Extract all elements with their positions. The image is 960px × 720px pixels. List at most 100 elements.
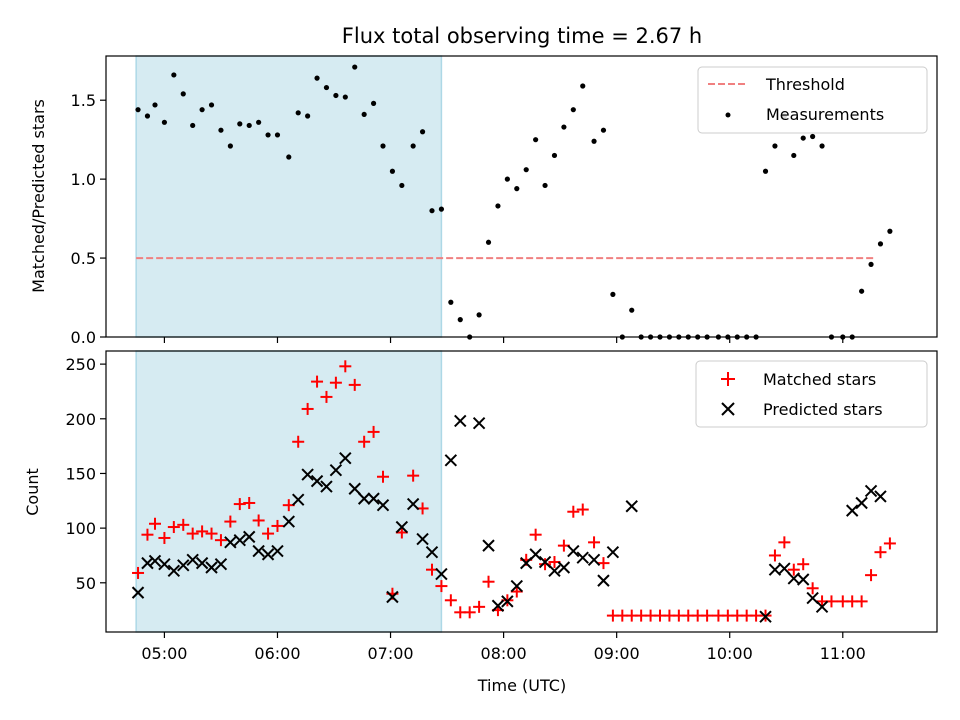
predicted-star-point [510,579,523,593]
predicted-star-point [587,553,601,567]
matched-star-point [701,609,714,622]
predicted-star-point [195,556,209,570]
predicted-star-point [797,573,810,586]
threshold-legend-label: Threshold [765,75,845,94]
predicted-star-point [301,468,314,481]
measurement-point [265,132,271,138]
predicted-star-point [472,416,486,430]
predicted-star-point [141,556,154,570]
matched-star-point [224,515,237,528]
matched-star-point [339,360,352,373]
predicted-star-point [386,590,399,604]
predicted-star-point [759,610,772,623]
matched-star-point [329,376,342,389]
bottom-y-tick-label: 200 [65,410,96,429]
predicted-star-point [864,484,878,498]
measurement-point [161,119,168,125]
observing-span-bottom [135,350,443,633]
measurement-point [629,307,635,313]
predicted-star-point [186,553,199,567]
matched-star-point [177,518,190,531]
matched-star-point [883,537,896,550]
matched-star-point [377,470,389,483]
measurement-point [370,100,377,106]
predicted-star-point [815,600,829,614]
measurements-legend-marker [725,112,731,118]
matched-star-point [141,528,154,541]
measurement-point [144,113,151,119]
matched-star-point [444,594,457,607]
matched-star-point [348,378,361,391]
matched-star-point [463,606,476,619]
matched-star-point [148,517,161,530]
predicted-star-point [167,564,181,577]
measurement-point [791,152,797,159]
measurement-point [323,84,330,91]
predicted-star-point [158,558,171,571]
predicted-legend-label: Predicted stars [763,400,883,419]
measurement-point [256,119,262,125]
matched-star-point [806,582,819,595]
measurement-point [410,143,416,149]
measurement-point [570,107,576,113]
matched-star-point [768,549,781,562]
measurement-point [305,113,311,119]
matched-star-point [778,536,791,549]
measurements-legend-label: Measurements [766,105,884,124]
x-tick-label: 06:00 [254,644,300,663]
measurement-point [389,168,396,174]
top-axes-frame [105,55,938,338]
matched-star-point [252,514,265,527]
measurement-point [580,83,586,89]
matched-star-point [262,527,275,540]
measurement-point [380,143,386,149]
matched-star-point [186,527,199,540]
measurement-point [533,137,539,143]
predicted-star-point [406,497,420,511]
predicted-star-point [339,451,352,465]
matched-star-point [576,503,589,516]
matched-star-point [367,425,380,438]
bottom-y-tick-label: 100 [65,519,96,538]
measurement-point [600,127,607,133]
measurement-point [352,64,358,70]
predicted-star-point [205,561,218,574]
x-tick-label: 11:00 [820,644,866,663]
matched-star-point [271,519,284,532]
predicted-star-point [444,454,458,467]
measurement-point [342,94,348,100]
measurement-point [457,317,463,323]
predicted-star-point [310,474,324,488]
measurement-point [180,91,186,97]
predicted-star-point [252,544,265,558]
matched-star-point [214,534,227,547]
measurement-point [333,92,339,99]
observing-span-top [135,55,443,338]
top-y-tick-label: 1.5 [71,91,96,110]
bottom-y-tick-label: 250 [65,355,96,374]
predicted-star-point [261,548,275,561]
measurement-point [504,176,510,182]
predicted-star-point [416,532,429,546]
measurement-point [859,288,865,294]
predicted-star-point [348,482,361,495]
matched-star-point [567,505,580,518]
bottom-panel: 50 100 150 200 250 05:00 06:00 07:00 08:00 09:00… [23,350,938,695]
matched-star-point [787,563,800,576]
matched-legend-marker [721,372,735,386]
measurement-point [152,102,158,108]
measurement-point [495,203,501,209]
measurement-point [314,75,320,81]
bottom-y-tick-label: 150 [65,464,96,483]
predicted-star-point [357,492,371,505]
predicted-star-point [224,536,237,549]
measurement-point [800,135,806,141]
predicted-star-point [376,498,390,512]
matched-star-point [529,528,542,541]
predicted-star-point [529,548,542,561]
bottom-legend-box [695,360,928,428]
measurement-point [810,133,816,140]
measurement-point [286,154,292,160]
measurement-point [218,127,224,133]
